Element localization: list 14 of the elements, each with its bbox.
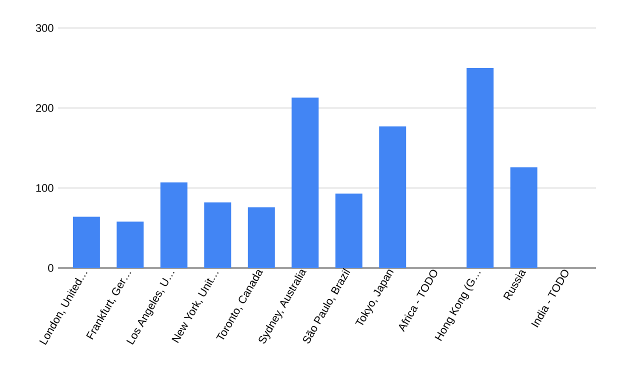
bar <box>160 182 188 268</box>
bar <box>335 194 362 268</box>
y-tick-label: 200 <box>36 104 54 112</box>
bar <box>510 167 538 268</box>
y-tick-label: 0 <box>48 264 54 272</box>
bar <box>72 216 100 268</box>
bar <box>248 207 275 268</box>
bar <box>204 202 232 268</box>
y-tick-label: 100 <box>36 184 54 192</box>
bar <box>116 222 144 268</box>
bar <box>292 98 319 268</box>
bar <box>379 126 406 268</box>
y-tick-label: 300 <box>36 24 54 32</box>
bar <box>466 68 494 268</box>
